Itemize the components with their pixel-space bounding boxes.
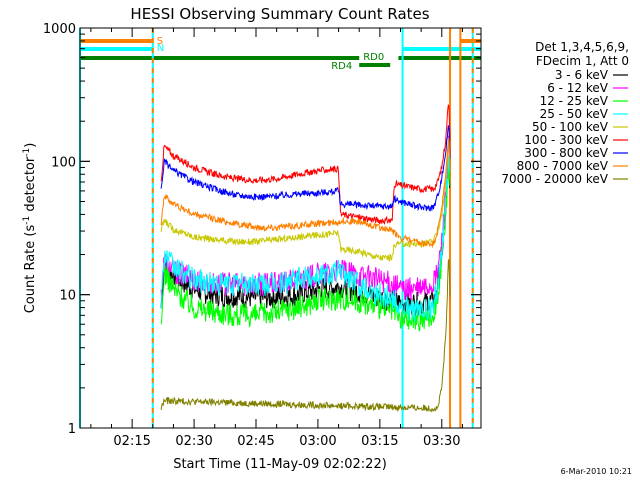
x-tick-label: 03:00 — [299, 434, 336, 449]
x-axis-label: Start Time (11-May-09 02:02:22) — [173, 457, 387, 472]
x-tick-label: 02:45 — [237, 434, 274, 449]
series-line — [160, 104, 451, 225]
legend-label: 12 - 25 keV — [540, 94, 609, 108]
legend-label: 300 - 800 keV — [524, 146, 608, 160]
chart-title: HESSI Observing Summary Count Rates — [130, 5, 429, 23]
series-line — [160, 140, 451, 262]
y-axis-label: Count Rate (s-1 detector-1) — [22, 143, 38, 314]
legend-label: 100 - 300 keV — [524, 133, 608, 147]
series-line — [160, 137, 451, 249]
series-group — [160, 104, 451, 413]
legend-label: 7000 - 20000 keV — [501, 172, 608, 186]
x-tick-label: 02:30 — [175, 434, 212, 449]
legend-label: 3 - 6 keV — [555, 68, 609, 82]
footer-timestamp: 6-Mar-2010 10:21 — [561, 467, 632, 476]
x-tick-label: 02:15 — [113, 434, 150, 449]
legend-label: 25 - 50 keV — [540, 107, 609, 121]
legend-header: FDecim 1, Att 0 — [536, 54, 629, 68]
series-line — [160, 125, 451, 212]
y-tick-label: 1000 — [43, 22, 76, 37]
legend: Det 1,3,4,5,6,9,FDecim 1, Att 03 - 6 keV… — [501, 40, 629, 186]
series-line — [160, 258, 451, 413]
flag-label: N — [157, 43, 164, 54]
x-tick-label: 03:30 — [423, 434, 460, 449]
mode-lines — [79, 28, 474, 428]
flag-label: S — [157, 36, 163, 47]
x-axis: 02:15 02:30 02:45 03:00 03:15 03:30 — [90, 28, 463, 449]
flag-bars: SN RD0 RD4 — [80, 36, 481, 72]
y-tick-label: 1 — [68, 422, 76, 437]
x-tick-label: 03:15 — [361, 434, 398, 449]
legend-header: Det 1,3,4,5,6,9, — [535, 40, 629, 54]
legend-label: 800 - 7000 keV — [517, 159, 609, 173]
flag-label: RD0 — [363, 52, 384, 63]
plot-frame — [79, 27, 482, 429]
y-tick-label: 10 — [59, 289, 76, 304]
y-tick-label: 100 — [51, 155, 76, 170]
flag-label: RD4 — [331, 61, 352, 72]
y-axis: 1 10 100 1000 — [43, 22, 481, 437]
legend-label: 6 - 12 keV — [547, 81, 609, 95]
series-line — [160, 155, 451, 323]
legend-label: 50 - 100 keV — [532, 120, 609, 134]
